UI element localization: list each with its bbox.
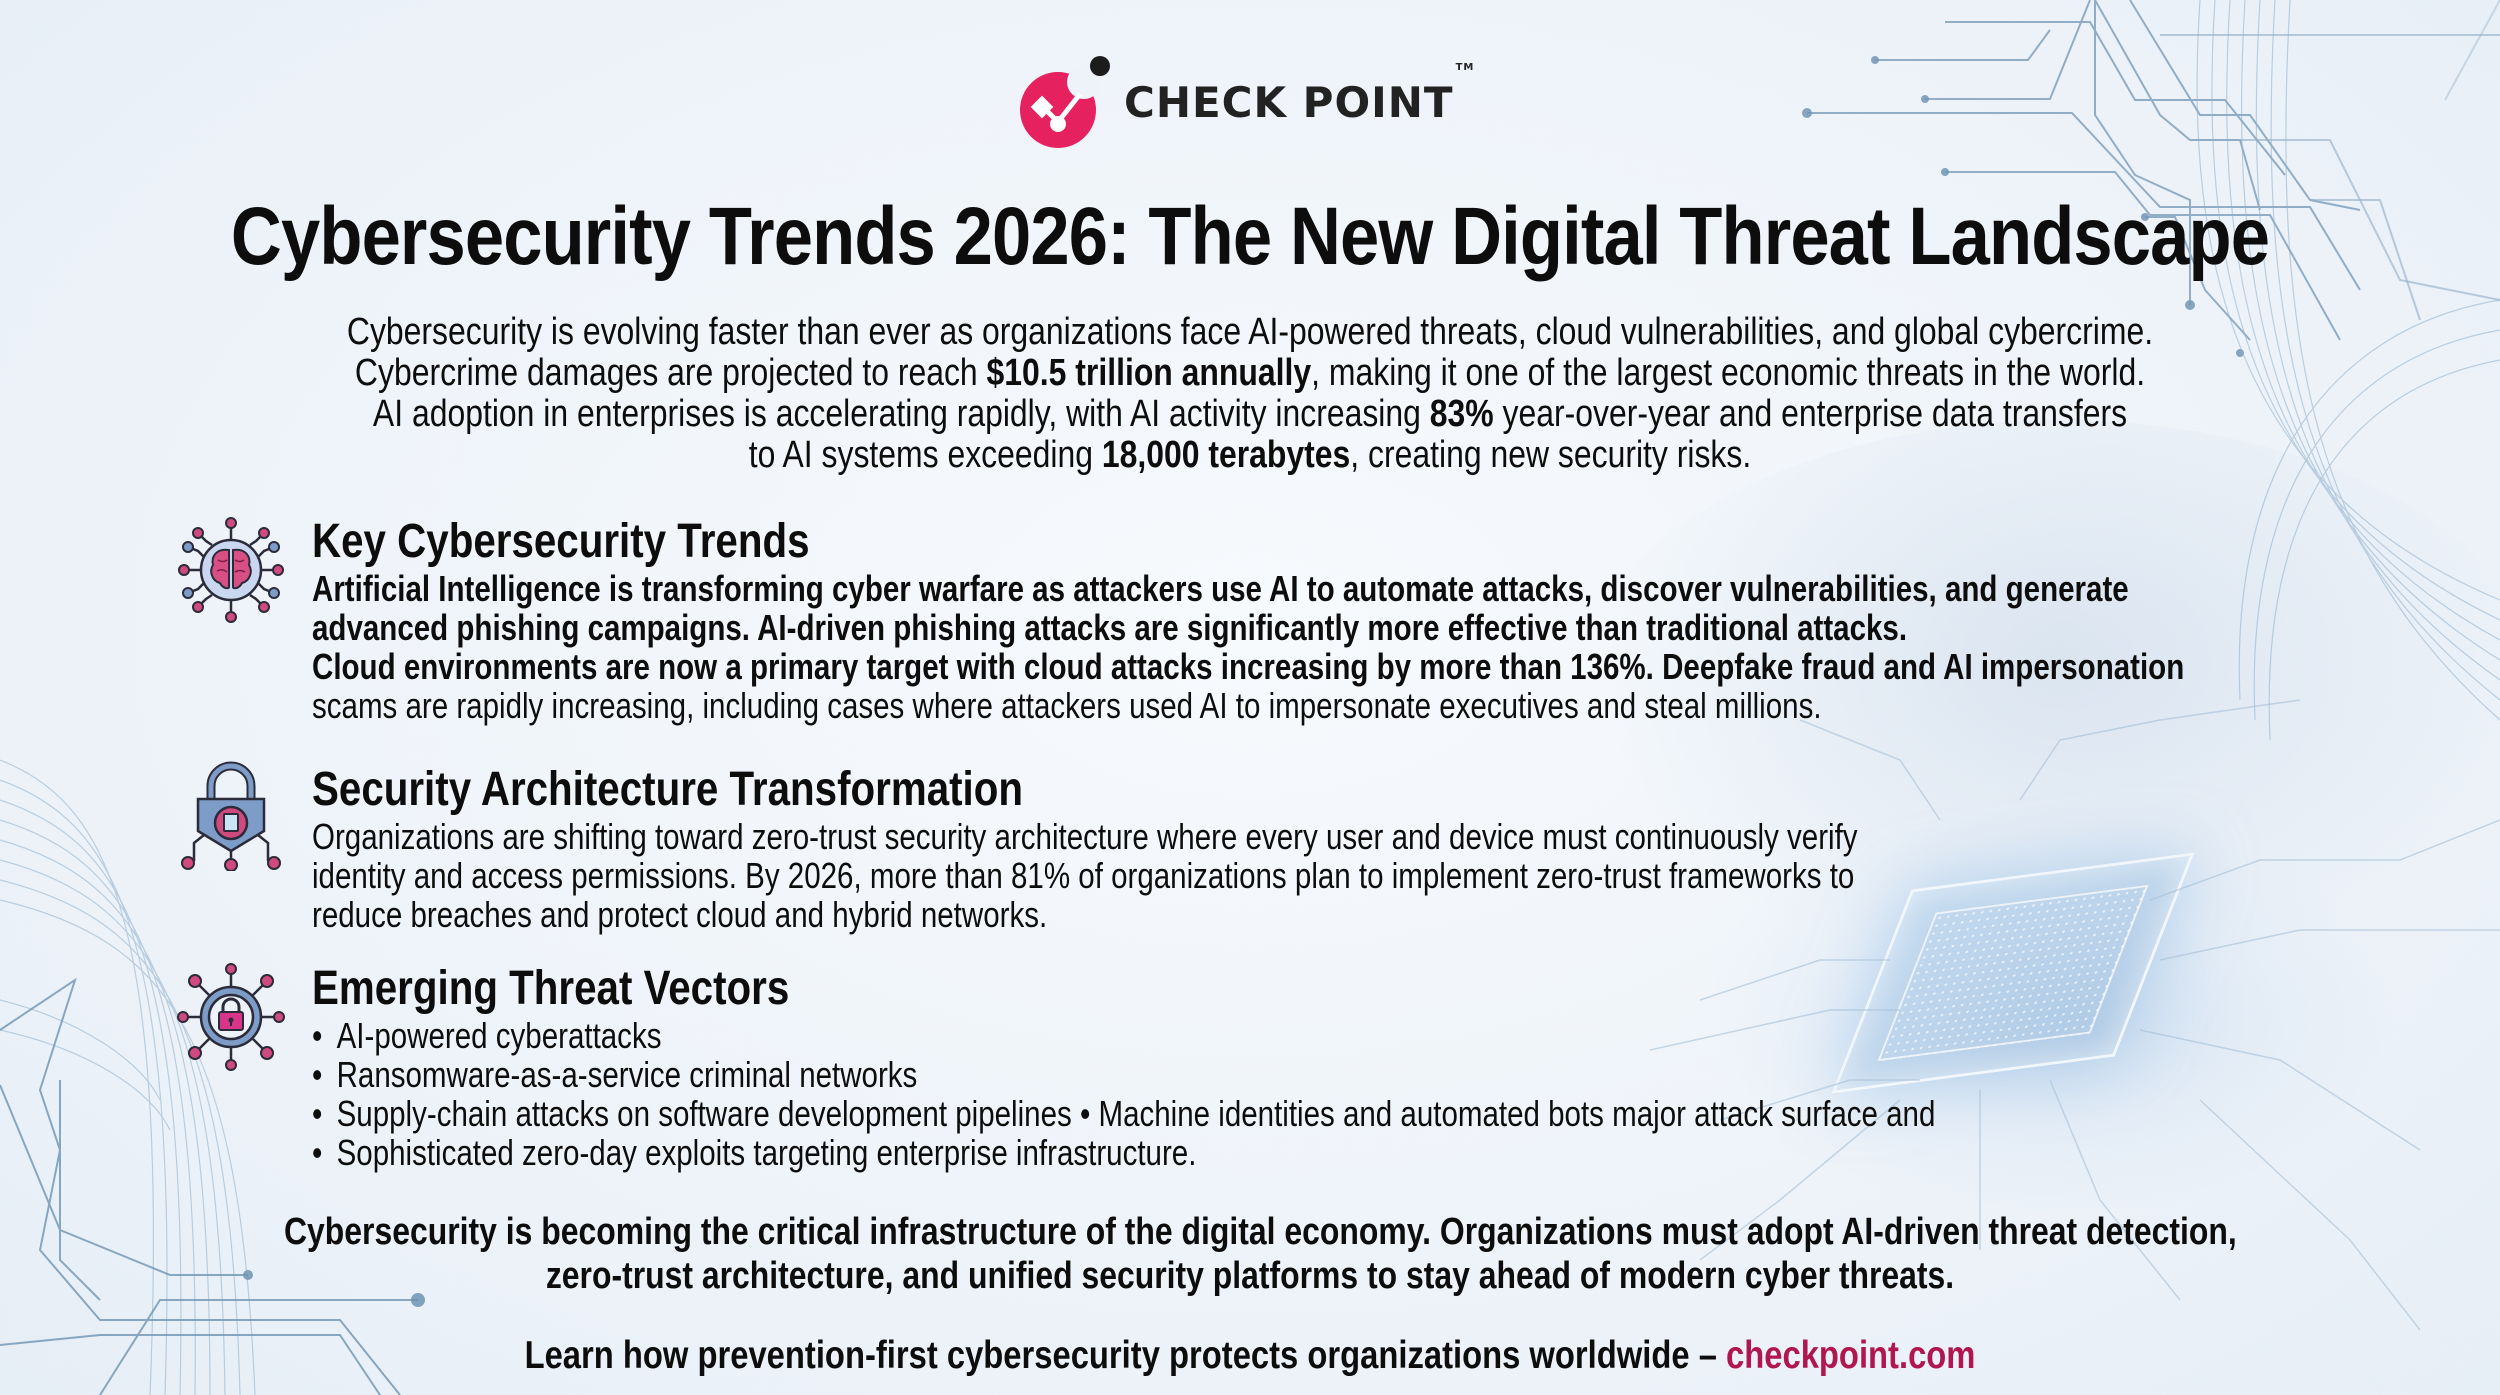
- check-point-logo[interactable]: CHECK POINTTM: [1012, 52, 1474, 152]
- cta-text: Learn how prevention-first cybersecurity…: [524, 1334, 1727, 1377]
- brand-name: CHECK POINTTM: [1124, 61, 1475, 127]
- list-item: Sophisticated zero-day exploits targetin…: [312, 1133, 1935, 1172]
- ai-brain-network-icon: [178, 517, 284, 623]
- list-item: Ransomware-as-a-service criminal network…: [312, 1055, 1935, 1094]
- call-to-action: Learn how prevention-first cybersecurity…: [200, 1334, 2300, 1378]
- intro-line: to AI systems exceeding 18,000 terabytes…: [748, 434, 1752, 476]
- closing-statement: Cybersecurity is becoming the critical i…: [284, 1211, 2237, 1297]
- threat-vector-list: AI-powered cyberattacks Ransomware-as-a-…: [312, 1016, 2292, 1172]
- intro-line: Cybersecurity is evolving faster than ev…: [346, 311, 2154, 353]
- lock-network-hub-icon: [177, 963, 285, 1071]
- list-item: Supply-chain attacks on software develop…: [312, 1094, 1936, 1133]
- intro-line: AI adoption in enterprises is accelerati…: [372, 393, 2128, 435]
- section-heading: Security Architecture Transformation: [312, 763, 1024, 816]
- list-item: AI-powered cyberattacks: [312, 1016, 1935, 1055]
- intro-line: Cybercrime damages are projected to reac…: [354, 352, 2146, 394]
- stat-cybercrime-damages: $10.5 trillion annually: [986, 352, 1312, 394]
- check-point-logo-icon: [1020, 56, 1110, 148]
- section-body: Organizations are shifting toward zero-t…: [312, 816, 1858, 935]
- intro-paragraph: Cybersecurity is evolving faster than ev…: [150, 312, 2350, 476]
- stat-ai-activity-growth: 83%: [1429, 393, 1494, 435]
- shield-lock-network-icon: [181, 761, 281, 871]
- section-heading: Emerging Threat Vectors: [312, 962, 790, 1015]
- page-title: Cybersecurity Trends 2026: The New Digit…: [230, 191, 2270, 282]
- checkpoint-link[interactable]: checkpoint.com: [1726, 1334, 1976, 1377]
- section-body: Artificial Intelligence is transforming …: [312, 568, 2185, 726]
- stat-ai-data-transfers: 18,000 terabytes: [1101, 434, 1351, 476]
- section-heading: Key Cybersecurity Trends: [312, 515, 810, 568]
